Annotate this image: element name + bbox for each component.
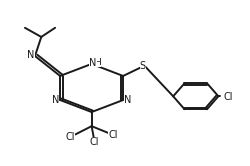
Text: N: N — [52, 95, 59, 105]
Text: S: S — [139, 61, 145, 71]
Text: N: N — [124, 95, 131, 105]
Text: N: N — [27, 50, 34, 60]
Text: Cl: Cl — [108, 130, 117, 140]
Text: Cl: Cl — [65, 132, 75, 142]
Text: N: N — [89, 58, 96, 68]
Text: H: H — [94, 58, 101, 67]
Text: Cl: Cl — [222, 92, 232, 102]
Text: Cl: Cl — [89, 137, 99, 147]
